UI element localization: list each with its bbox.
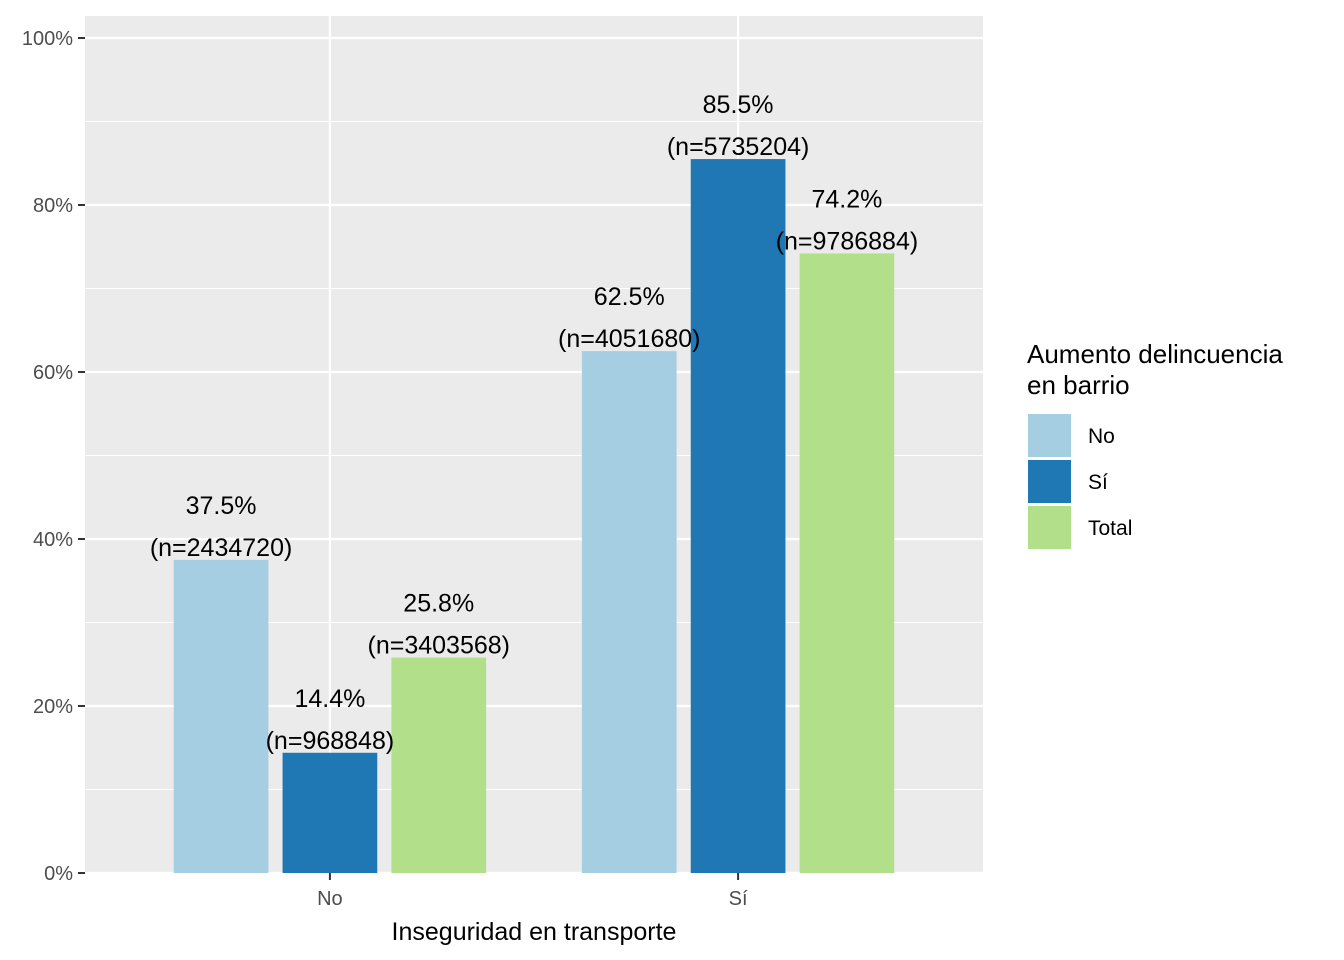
legend-key-no — [1026, 412, 1073, 459]
bar-label-count: (n=9786884) — [776, 227, 918, 255]
legend-label: No — [1088, 425, 1115, 448]
x-axis: No Sí — [317, 873, 748, 910]
legend-title-line2: en barrio — [1027, 370, 1130, 400]
bar-total-no — [391, 657, 487, 873]
bar-total-sí — [799, 253, 895, 873]
y-tick-label: 60% — [33, 362, 73, 384]
legend-key-total — [1026, 504, 1073, 551]
legend-key-sí — [1026, 458, 1073, 505]
y-tick-label: 80% — [33, 195, 73, 217]
bar-sí-no — [282, 752, 378, 873]
y-tick-label: 100% — [22, 28, 73, 50]
x-axis-title: Inseguridad en transporte — [392, 918, 677, 946]
bars — [173, 159, 895, 873]
bar-label-percent: 37.5% — [186, 492, 257, 520]
bar-labels: 37.5% (n=2434720) 14.4% (n=968848) 25.8% (n=3… — [150, 91, 918, 755]
bar-label-percent: 62.5% — [594, 283, 665, 311]
bar-label-percent: 85.5% — [703, 91, 774, 119]
y-axis: 0% 20% 40% 60% 80% 100% — [22, 28, 85, 885]
legend: Aumento delincuencia en barrio No Sí Total — [1026, 339, 1283, 551]
bar-sí-sí — [690, 159, 786, 873]
bar-label-percent: 74.2% — [811, 185, 882, 213]
bar-label-percent: 25.8% — [403, 590, 474, 618]
legend-label: Sí — [1088, 471, 1108, 494]
x-tick-label: Sí — [729, 888, 748, 910]
y-tick-label: 0% — [44, 863, 73, 885]
y-tick-label: 20% — [33, 696, 73, 718]
legend-title-line1: Aumento delincuencia — [1027, 339, 1283, 369]
x-tick-label: No — [317, 888, 343, 910]
bar-label-count: (n=2434720) — [150, 534, 292, 562]
bar-no-no — [173, 559, 269, 873]
y-tick-label: 40% — [33, 529, 73, 551]
bar-label-percent: 14.4% — [294, 685, 365, 713]
bar-no-sí — [581, 351, 677, 873]
legend-label: Total — [1088, 517, 1132, 540]
bar-label-count: (n=3403568) — [368, 632, 510, 660]
bar-label-count: (n=4051680) — [558, 325, 700, 353]
bar-label-count: (n=5735204) — [667, 133, 809, 161]
bar-label-count: (n=968848) — [266, 727, 395, 755]
